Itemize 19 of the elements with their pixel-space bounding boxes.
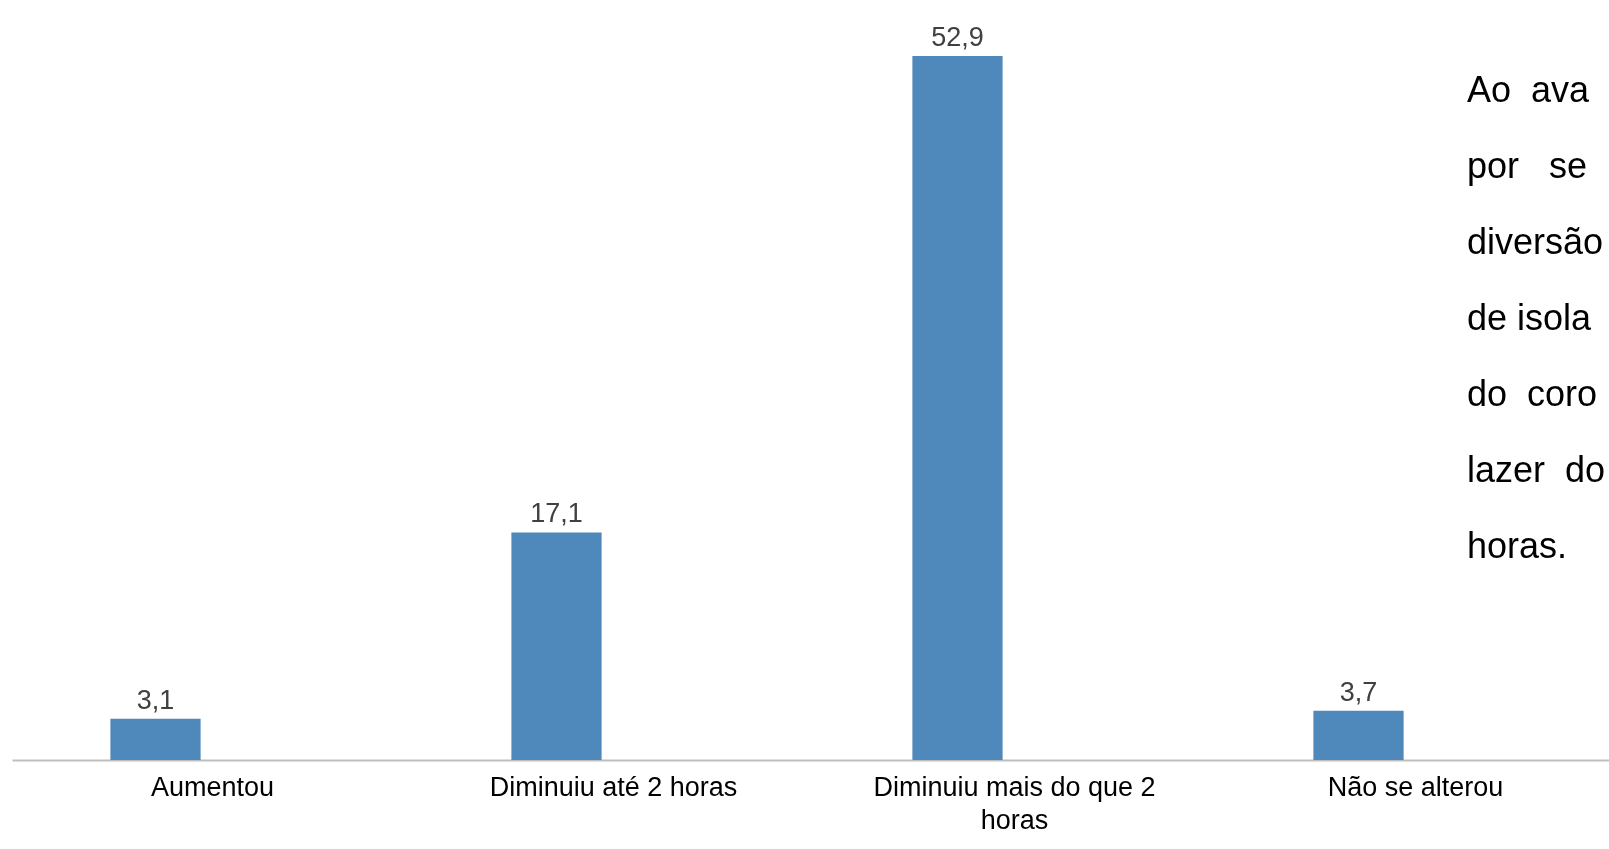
x-tick-label: Não se alterou [1327,771,1504,802]
bar [912,56,1003,760]
x-tick-label: Aumentou [150,771,275,802]
data-label: 3,1 [136,684,175,715]
bar [110,718,201,760]
annotation: por se [1467,144,1589,188]
bar [511,532,602,760]
data-label: 3,7 [1339,676,1378,707]
annotation: horas. [1467,524,1569,568]
data-label: 17,1 [530,498,583,529]
data-label: 52,9 [931,22,984,52]
annotation: Ao ava [1467,68,1591,112]
annotation: do coro [1467,372,1599,416]
x-tick-label: Diminuiu mais do que 2 horas [873,771,1156,835]
bar [1313,710,1404,760]
annotation: de isola [1467,296,1593,340]
annotation: lazer do [1467,448,1606,492]
annotation: diversão [1467,220,1605,264]
x-tick-label: Diminuiu até 2 horas [489,771,738,802]
